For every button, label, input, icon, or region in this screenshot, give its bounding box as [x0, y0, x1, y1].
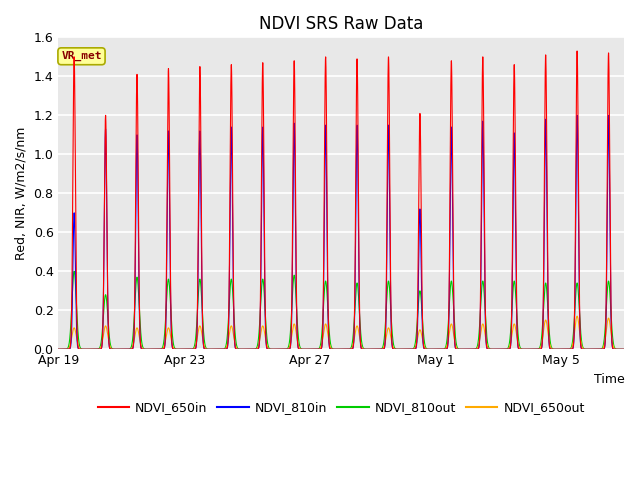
Y-axis label: Red, NIR, W/m2/s/nm: Red, NIR, W/m2/s/nm	[15, 127, 28, 260]
X-axis label: Time: Time	[593, 372, 624, 386]
Title: NDVI SRS Raw Data: NDVI SRS Raw Data	[259, 15, 424, 33]
Legend: NDVI_650in, NDVI_810in, NDVI_810out, NDVI_650out: NDVI_650in, NDVI_810in, NDVI_810out, NDV…	[93, 396, 590, 419]
Text: VR_met: VR_met	[61, 51, 102, 61]
